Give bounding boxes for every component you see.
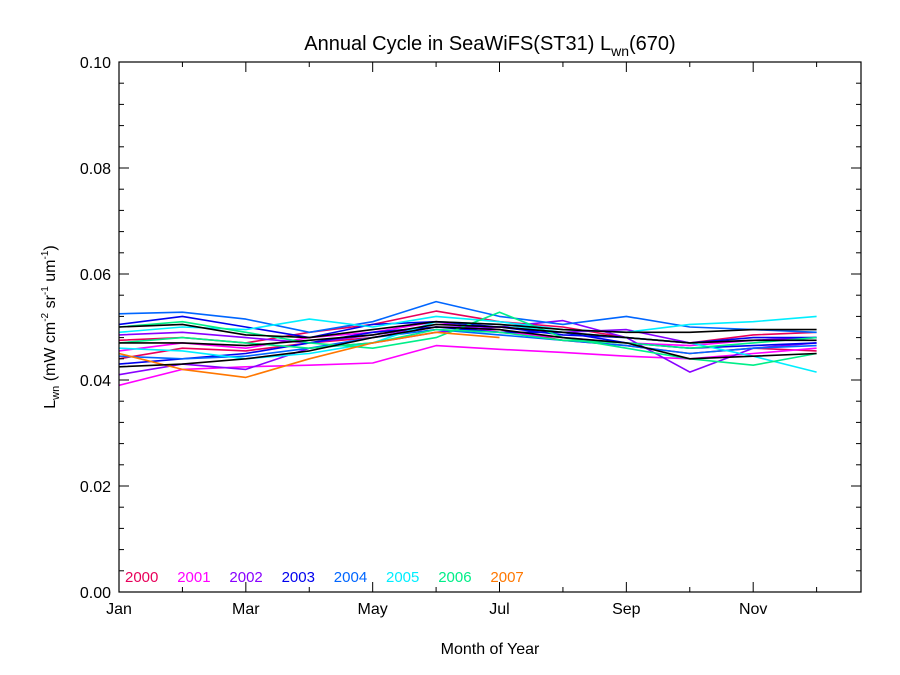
chart-title: Annual Cycle in SeaWiFS(ST31) Lwn(670) bbox=[304, 33, 675, 59]
legend-item-2006: 2006 bbox=[438, 569, 471, 586]
series-line-14 bbox=[118, 328, 817, 349]
y-tick-label: 0.08 bbox=[80, 161, 111, 178]
legend-item-2005: 2005 bbox=[386, 569, 419, 586]
x-tick-label: Sep bbox=[612, 601, 641, 618]
series-line-17 bbox=[119, 323, 817, 347]
series-line-10 bbox=[118, 328, 817, 360]
legend-item-2004: 2004 bbox=[334, 569, 367, 586]
x-tick-label: May bbox=[358, 601, 388, 618]
series-line-15 bbox=[118, 331, 500, 379]
legend: 2000 2001 2002 2003 2004 2005 2006 2007 bbox=[125, 569, 524, 586]
y-tick-label: 0.02 bbox=[80, 479, 111, 496]
series-lines bbox=[118, 300, 817, 387]
y-tick-label: 0.00 bbox=[80, 585, 111, 602]
series-line-18 bbox=[118, 320, 817, 339]
legend-item-2002: 2002 bbox=[229, 569, 262, 586]
x-tick-label: Jul bbox=[489, 601, 509, 618]
plot-frame bbox=[118, 61, 862, 593]
series-line-16 bbox=[118, 326, 817, 368]
x-tick-label: Nov bbox=[739, 601, 767, 618]
series-line-11 bbox=[118, 315, 817, 334]
y-tick-label: 0.04 bbox=[80, 373, 111, 390]
series-line-9 bbox=[118, 300, 817, 334]
x-tick-label: Jan bbox=[106, 601, 132, 618]
y-tick-label: 0.10 bbox=[80, 55, 111, 72]
y-axis-label: Lwn (mW cm-2 sr-1 um-1) bbox=[40, 245, 62, 408]
legend-item-2007: 2007 bbox=[490, 569, 523, 586]
legend-item-2003: 2003 bbox=[282, 569, 315, 586]
x-tick-label: Mar bbox=[232, 601, 260, 618]
y-tick-label: 0.06 bbox=[80, 267, 111, 284]
legend-item-2001: 2001 bbox=[177, 569, 210, 586]
x-axis-label: Month of Year bbox=[441, 641, 540, 658]
legend-item-2000: 2000 bbox=[125, 569, 158, 586]
axes: 0.00 0.02 0.04 0.06 0.08 0.10 Jan Mar May Jul Sep N… bbox=[80, 55, 862, 618]
